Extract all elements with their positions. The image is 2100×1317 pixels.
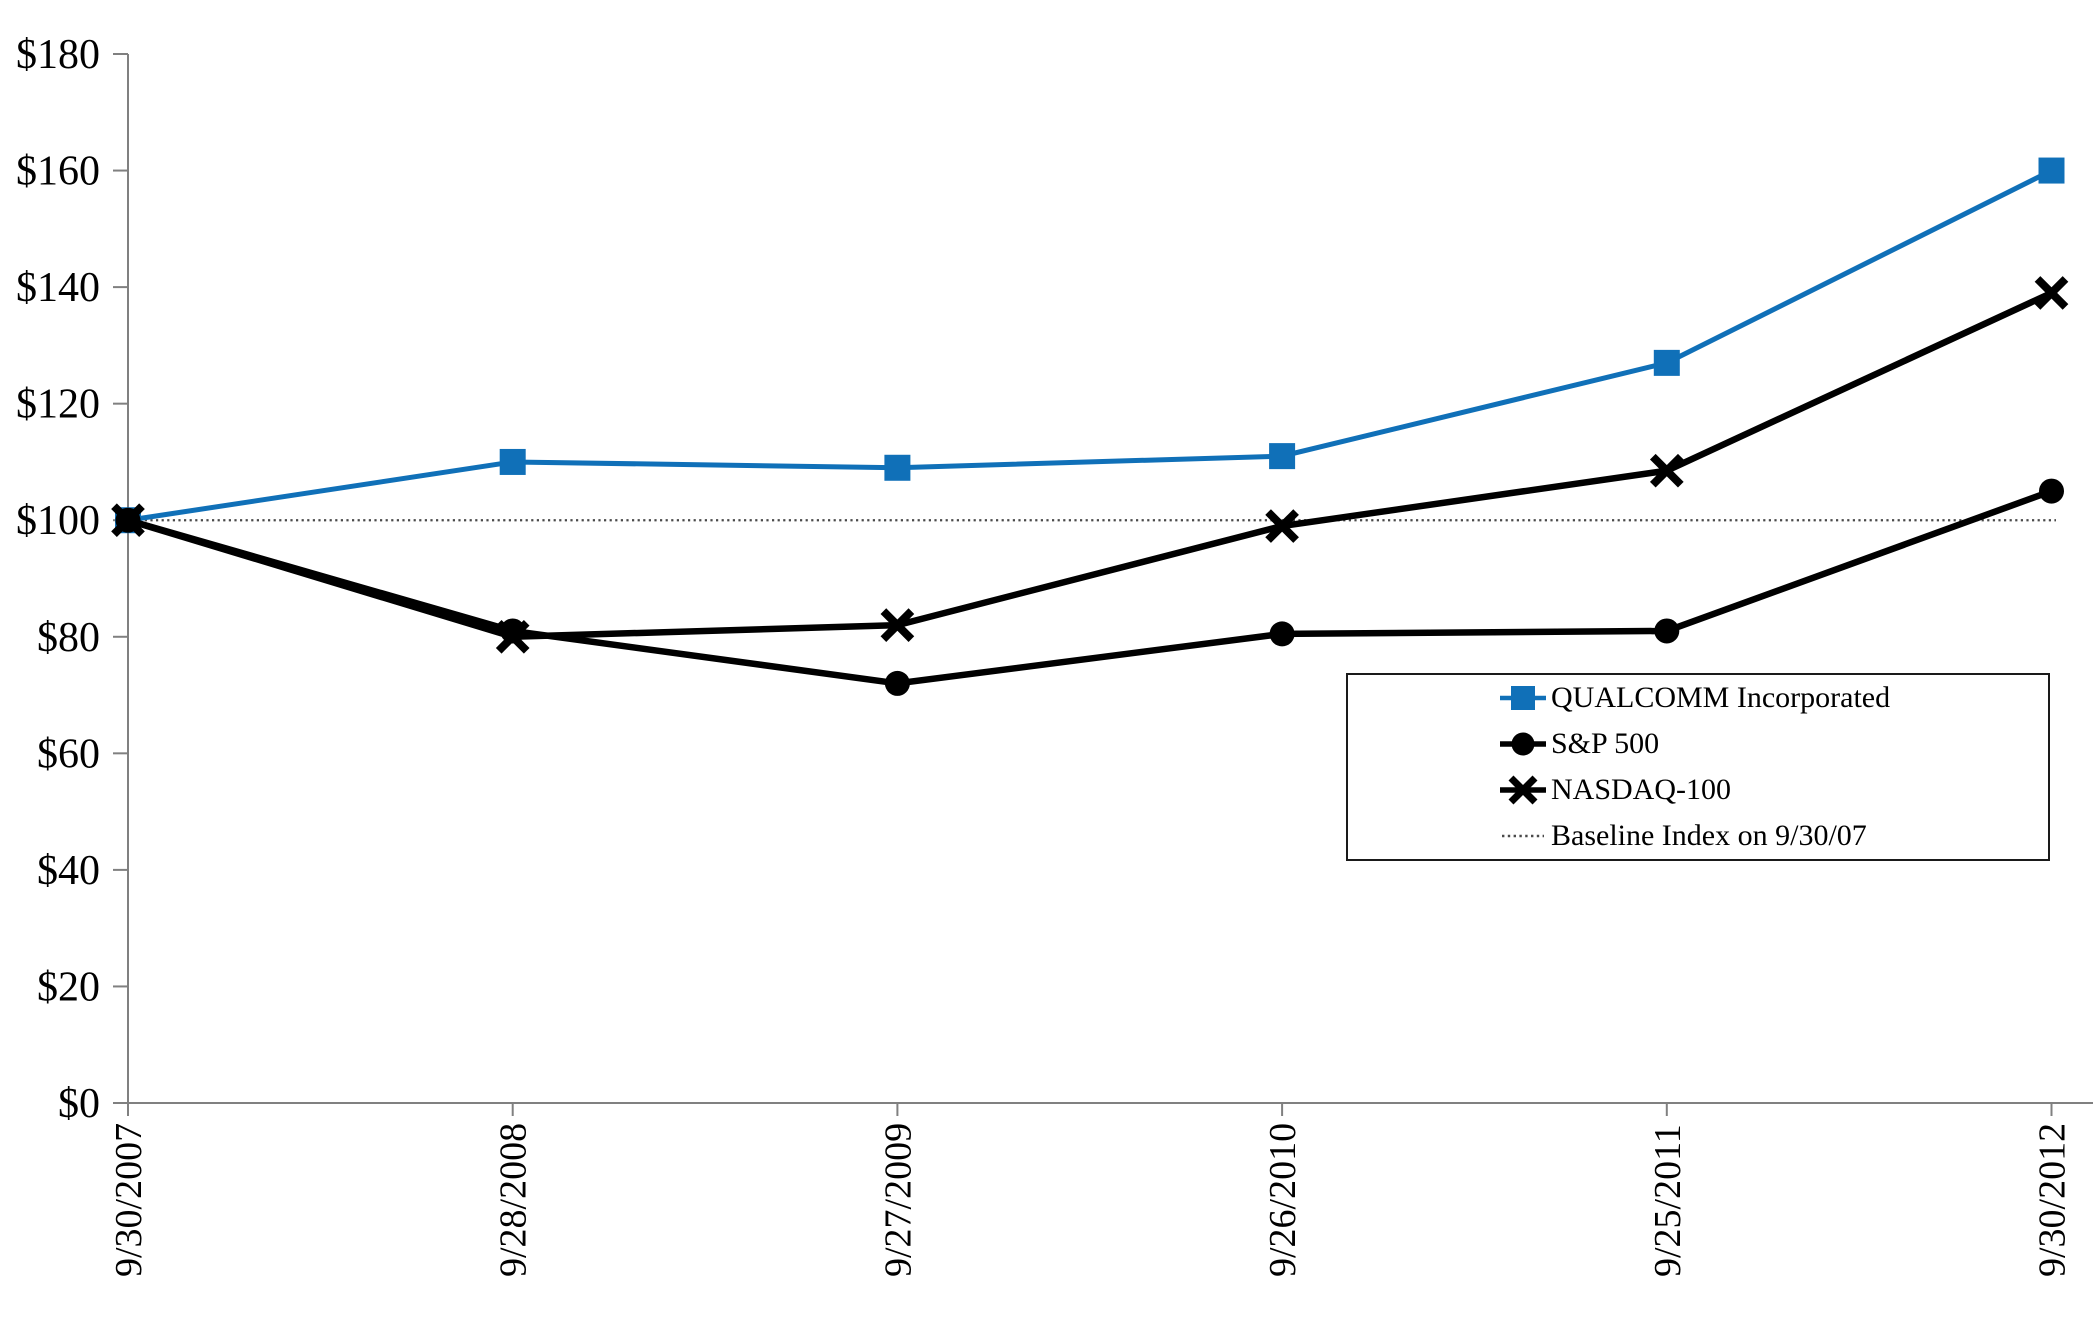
legend-item-qualcomm: QUALCOMM Incorporated: [1500, 675, 2048, 721]
y-tick-label: $40: [37, 848, 100, 894]
legend: QUALCOMM Incorporated S&P 500 NASDAQ-100…: [1346, 673, 2050, 861]
y-tick-label: $100: [16, 498, 100, 544]
x-marker: [880, 608, 915, 642]
x-marker-icon: [1500, 775, 1546, 805]
y-tick-label: $0: [58, 1081, 100, 1127]
x-marker: [1649, 453, 1684, 488]
x-tick-label: 9/27/2009: [877, 1123, 919, 1277]
circle-marker: [115, 507, 141, 533]
legend-label-sp500: S&P 500: [1551, 727, 1660, 760]
x-tick-label: 9/25/2011: [1647, 1124, 1689, 1277]
y-tick-label: $120: [16, 382, 100, 428]
circle-marker: [1269, 621, 1295, 647]
square-marker: [1269, 443, 1296, 470]
circle-marker: [1654, 618, 1680, 644]
y-tick-label: $160: [16, 149, 100, 195]
y-tick-label: $180: [16, 32, 100, 78]
x-tick-label: 9/30/2007: [108, 1123, 150, 1277]
legend-label-qualcomm: QUALCOMM Incorporated: [1551, 681, 1891, 714]
square-marker: [499, 448, 526, 475]
legend-item-baseline: Baseline Index on 9/30/07: [1500, 813, 2048, 859]
square-marker: [2038, 157, 2065, 184]
circle-marker: [2039, 478, 2064, 504]
x-marker: [1265, 509, 1299, 543]
circle-marker: [500, 618, 526, 644]
circle-marker-icon: [1500, 732, 1546, 756]
square-marker: [1653, 349, 1680, 376]
x-tick-label: 9/28/2008: [493, 1123, 535, 1277]
y-tick-label: $20: [37, 964, 100, 1010]
x-marker: [2034, 276, 2069, 310]
y-tick-label: $140: [16, 265, 100, 311]
legend-label-nasdaq: NASDAQ-100: [1551, 773, 1731, 806]
legend-label-baseline: Baseline Index on 9/30/07: [1551, 819, 1867, 852]
y-tick-label: $80: [37, 615, 100, 661]
y-tick-label: $60: [37, 731, 100, 777]
series-line-0: [127, 168, 2053, 523]
square-marker-icon: [1500, 686, 1546, 710]
dotted-line-icon: [1502, 834, 1544, 838]
legend-item-sp500: S&P 500: [1500, 721, 2048, 767]
series-line-2: [127, 289, 2053, 641]
series-line-1: [127, 488, 2053, 687]
circle-marker: [884, 670, 910, 696]
x-tick-label: 9/26/2010: [1262, 1123, 1304, 1277]
legend-item-nasdaq: NASDAQ-100: [1500, 767, 2048, 813]
square-marker: [884, 454, 911, 481]
x-tick-label: 9/30/2012: [2032, 1123, 2074, 1277]
